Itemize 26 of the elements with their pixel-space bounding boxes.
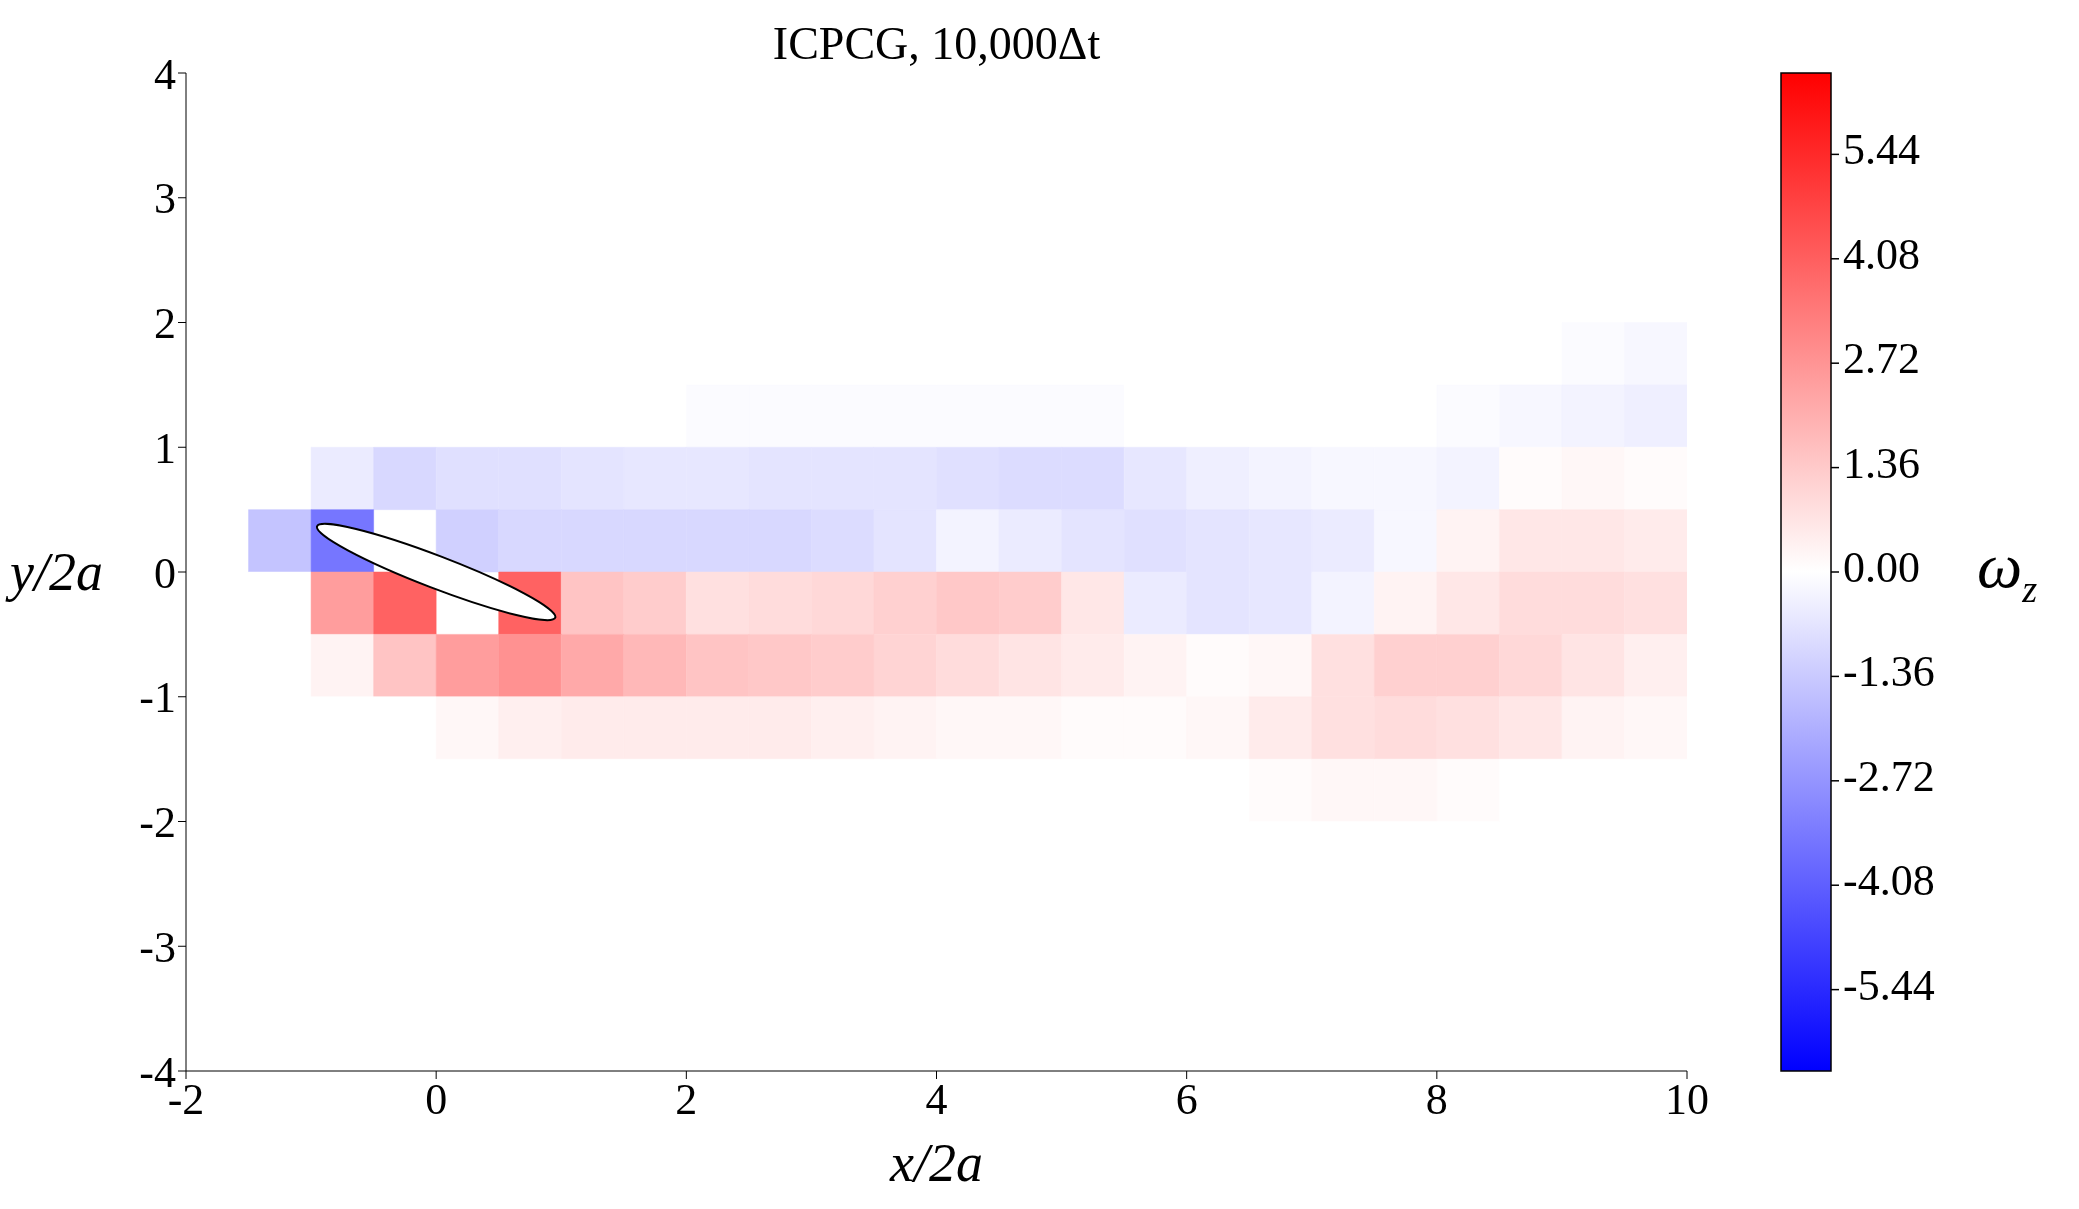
y-tick-label: 0 (154, 548, 176, 598)
color-bar-label: 0.00 (1843, 543, 1920, 593)
y-tick-label: 3 (154, 174, 176, 224)
color-bar-label: 2.72 (1843, 334, 1920, 384)
x-tick-label: 0 (425, 1075, 448, 1125)
x-tick-label: 10 (1665, 1075, 1709, 1125)
x-axis-title: x/2a (888, 1132, 984, 1195)
color-bar-label: -1.36 (1843, 647, 1935, 697)
chart-title: ICPCG, 10,000Δt (771, 17, 1102, 71)
color-bar-label: 4.08 (1843, 229, 1920, 279)
x-tick-label: 4 (925, 1075, 948, 1125)
x-tick-label: 8 (1425, 1075, 1448, 1125)
y-tick-label: -1 (139, 673, 176, 723)
y-tick-label: 4 (154, 49, 176, 99)
color-bar-title: ω$_{z}$ (1977, 529, 2038, 610)
color-bar-label: 1.36 (1843, 438, 1920, 488)
y-tick-label: -2 (139, 798, 176, 848)
y-tick-label: 2 (154, 299, 176, 349)
y-tick-label: -3 (139, 922, 176, 972)
x-tick-label: 2 (675, 1075, 698, 1125)
color-bar-label: -2.72 (1843, 751, 1935, 801)
x-tick-label: 6 (1175, 1075, 1198, 1125)
color-bar-label: -4.08 (1843, 856, 1935, 906)
color-bar-label: -5.44 (1843, 960, 1935, 1010)
y-tick-label: 1 (154, 423, 176, 473)
color-bar-label: 5.44 (1843, 125, 1920, 175)
